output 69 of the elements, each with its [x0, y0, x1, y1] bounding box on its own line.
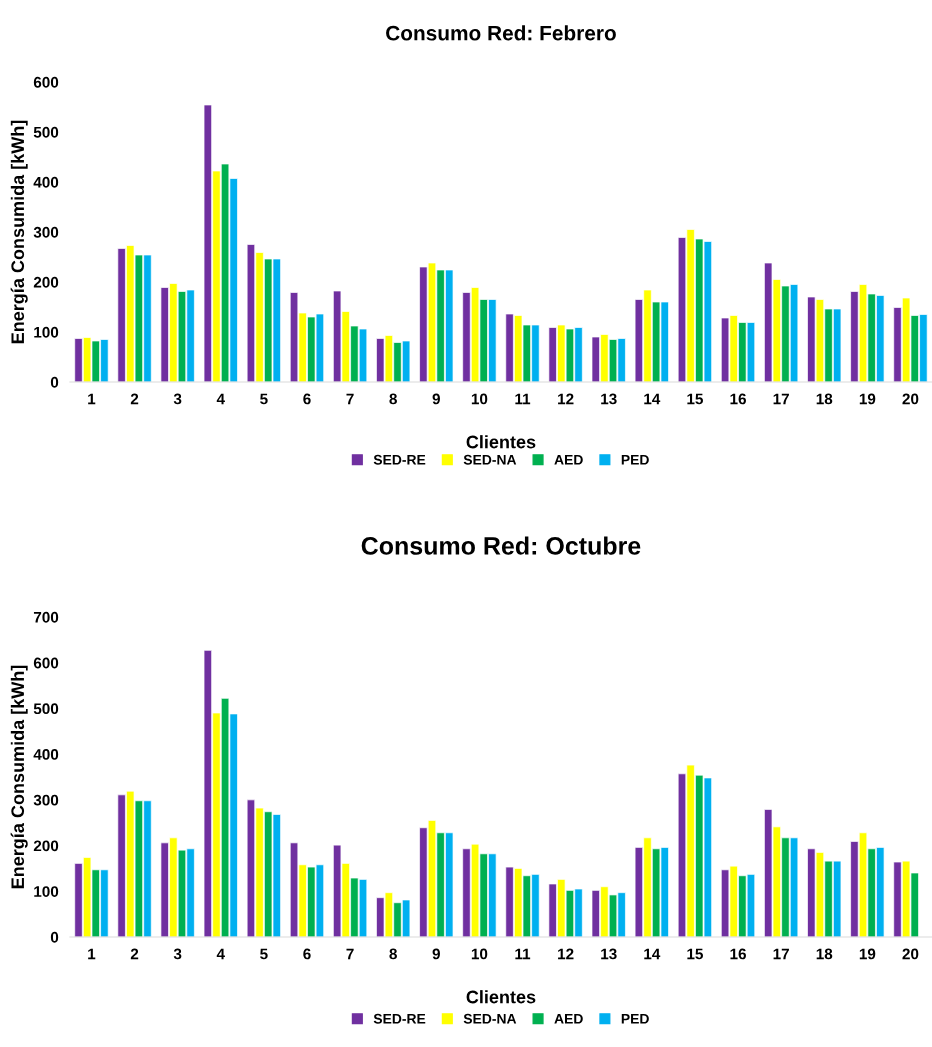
x-tick-label: 16 — [730, 948, 746, 960]
x-tick-label: 5 — [260, 393, 268, 405]
x-tick-label: 2 — [130, 948, 139, 960]
legend-label: PED — [621, 1014, 649, 1024]
legend-label: SED-NA — [463, 1013, 517, 1024]
x-axis-title: Clientes — [466, 990, 536, 1004]
x-tick-label: 12 — [558, 393, 574, 405]
x-tick-label: 8 — [389, 948, 397, 960]
x-tick-label: 15 — [687, 948, 703, 960]
y-tick-label: 0 — [50, 376, 59, 388]
legend-label: PED — [621, 455, 649, 465]
y-tick-label: 600 — [33, 76, 59, 88]
y-tick-label: 400 — [33, 176, 59, 188]
x-tick-label: 14 — [644, 948, 661, 960]
x-tick-label: 1 — [88, 948, 96, 960]
y-tick-label: 400 — [33, 749, 59, 760]
x-tick-label: 19 — [859, 948, 876, 960]
x-tick-label: 12 — [558, 948, 574, 960]
y-tick-label: 500 — [33, 126, 59, 138]
x-tick-label: 2 — [130, 393, 139, 405]
x-tick-label: 7 — [346, 393, 354, 405]
x-tick-label: 15 — [687, 393, 703, 405]
x-tick-label: 1 — [88, 393, 96, 405]
x-tick-label: 18 — [816, 393, 833, 405]
x-tick-label: 5 — [260, 948, 268, 960]
x-tick-label: 10 — [471, 393, 488, 405]
x-tick-label: 17 — [773, 948, 789, 960]
x-tick-label: 8 — [389, 393, 397, 405]
y-tick-label: 0 — [50, 931, 59, 943]
legend-label: AED — [554, 455, 583, 465]
y-axis-title: Energía Consumida [kWh] — [10, 120, 28, 344]
legend-label: SED-RE — [373, 454, 426, 465]
legend-label: SED-NA — [463, 454, 517, 465]
x-tick-label: 6 — [303, 393, 311, 405]
y-tick-label: 300 — [33, 226, 59, 238]
y-tick-label: 500 — [33, 703, 59, 715]
x-tick-label: 3 — [173, 393, 182, 405]
y-tick-label: 300 — [33, 794, 59, 806]
x-tick-label: 17 — [773, 393, 789, 405]
y-tick-label: 700 — [33, 611, 59, 623]
y-tick-label: 200 — [33, 840, 59, 852]
legend-label: SED-RE — [373, 1013, 426, 1024]
x-tick-label: 10 — [471, 948, 488, 960]
y-axis-title: Energía Consumida [kWh] — [10, 665, 28, 889]
x-tick-label: 13 — [601, 948, 617, 960]
x-tick-label: 16 — [730, 393, 746, 405]
y-tick-label: 100 — [34, 886, 59, 897]
x-tick-label: 9 — [432, 948, 440, 960]
y-tick-label: 100 — [34, 326, 59, 338]
x-tick-label: 14 — [644, 393, 661, 405]
chart-title: Consumo Red: Febrero — [386, 25, 616, 41]
x-tick-label: 20 — [902, 948, 919, 960]
x-tick-label: 18 — [816, 948, 833, 960]
y-tick-label: 600 — [33, 657, 59, 669]
x-tick-label: 9 — [432, 393, 440, 405]
x-tick-label: 13 — [601, 393, 617, 405]
legend-label: AED — [554, 1014, 583, 1024]
x-tick-label: 4 — [216, 948, 225, 960]
x-tick-label: 20 — [902, 393, 919, 405]
x-axis-title: Clientes — [466, 435, 536, 449]
x-tick-label: 6 — [303, 948, 311, 960]
x-tick-label: 3 — [173, 948, 182, 960]
x-tick-label: 19 — [859, 393, 876, 405]
y-tick-label: 200 — [33, 276, 59, 288]
x-tick-label: 11 — [515, 393, 531, 405]
x-tick-label: 11 — [515, 948, 531, 960]
chart-title: Consumo Red: Octubre — [361, 536, 641, 555]
x-tick-label: 7 — [346, 948, 354, 960]
x-tick-label: 4 — [216, 393, 225, 405]
